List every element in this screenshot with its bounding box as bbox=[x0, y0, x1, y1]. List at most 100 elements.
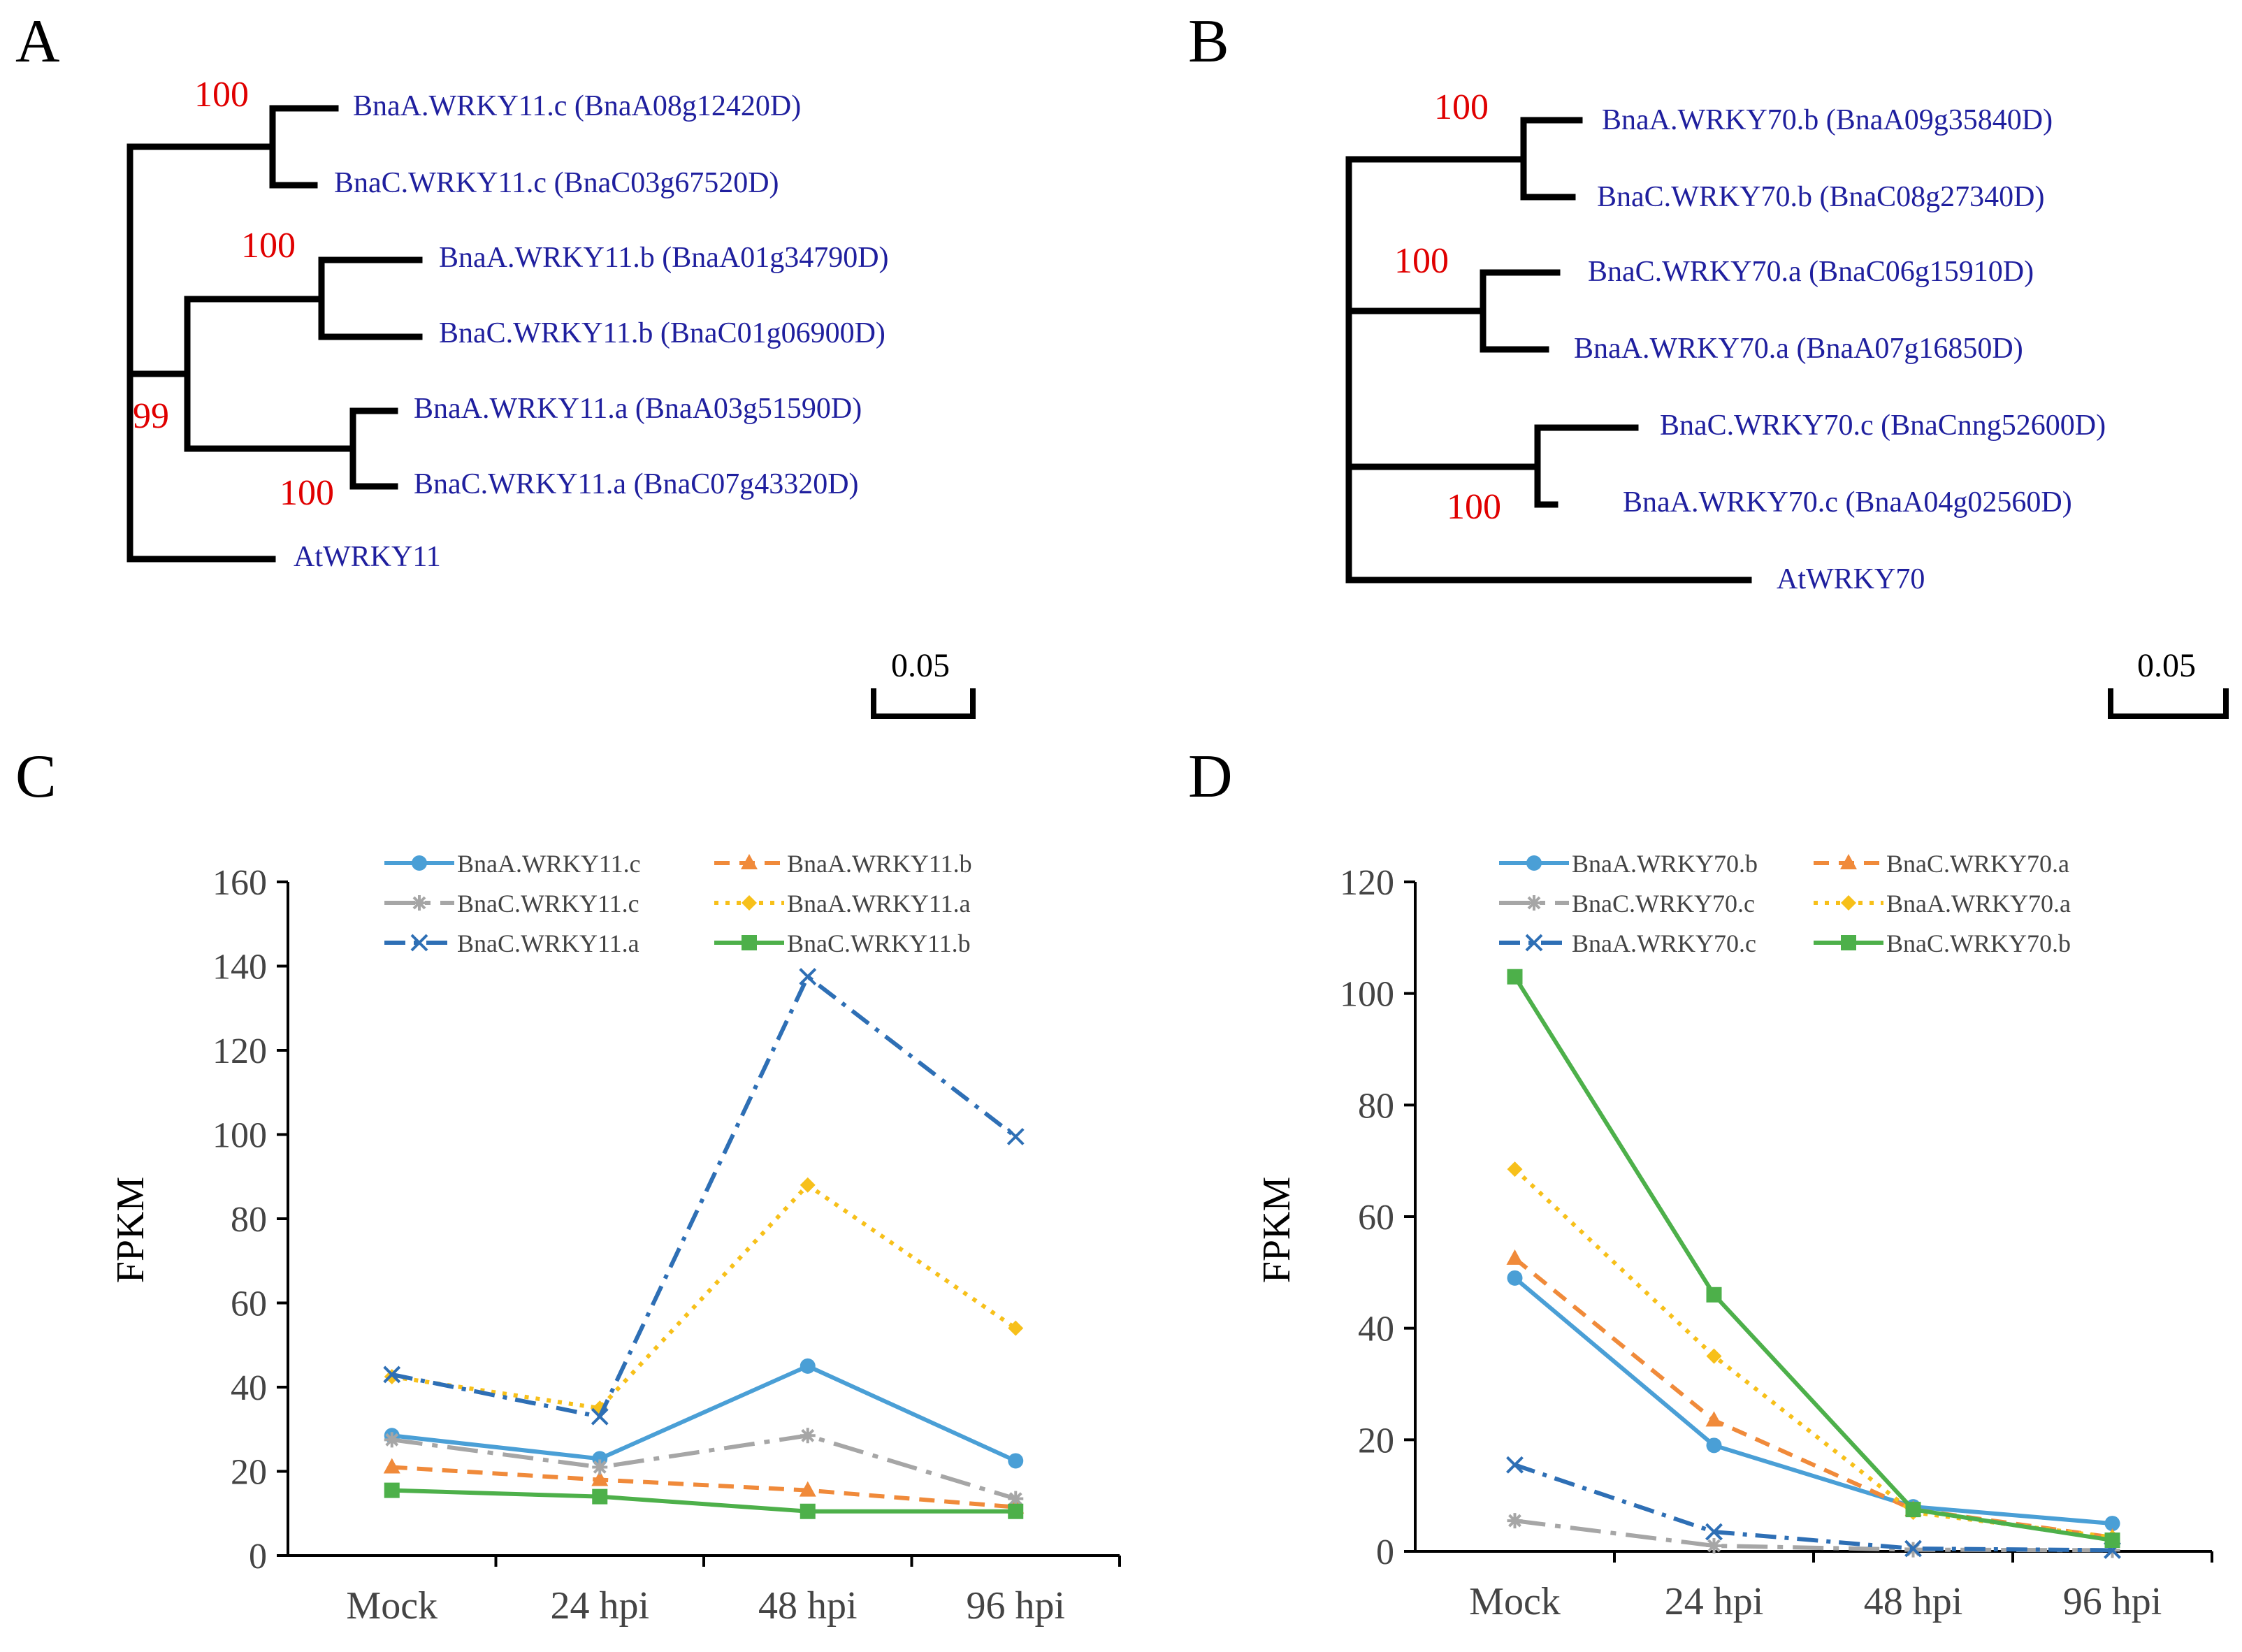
legend-marker bbox=[1841, 935, 1856, 950]
tree-a-leaf-6: BnaC.WRKY11.a (BnaC07g43320D) bbox=[414, 468, 859, 500]
chart-d-ylabel: FPKM bbox=[1255, 1177, 1299, 1284]
x-tick-label: 96 hpi bbox=[966, 1584, 1065, 1628]
data-point bbox=[384, 1482, 400, 1498]
data-point bbox=[2104, 1533, 2120, 1549]
series-line bbox=[1514, 1463, 2113, 1553]
x-tick-label: 24 hpi bbox=[1665, 1580, 1764, 1623]
x-tick-label: 24 hpi bbox=[550, 1584, 649, 1628]
data-point bbox=[1006, 1128, 1025, 1145]
y-tick-label: 160 bbox=[212, 863, 267, 903]
tree-b-leaf-3: BnaC.WRKY70.a (BnaC06g15910D) bbox=[1588, 256, 2034, 288]
tree-a-leaf-2: BnaC.WRKY11.c (BnaC03g67520D) bbox=[334, 167, 779, 199]
legend-marker bbox=[410, 934, 428, 952]
legend-label: BnaA.WRKY70.a bbox=[1886, 890, 2071, 918]
tree-b-bootstrap-1: 100 bbox=[1434, 87, 1489, 127]
series-BnaC.WRKY70.a bbox=[1506, 1249, 2121, 1544]
data-point bbox=[1507, 1161, 1523, 1178]
legend: BnaA.WRKY70.b BnaC.WRKY70.a BnaC.WRKY70.c B… bbox=[1499, 850, 2071, 957]
panel-letter-b: B bbox=[1188, 8, 1229, 75]
panel-letter-d: D bbox=[1188, 743, 1233, 811]
tree-a-leaf-4: BnaC.WRKY11.b (BnaC01g06900D) bbox=[439, 317, 885, 349]
tree-b-bootstrap-2: 100 bbox=[1394, 241, 1449, 281]
legend-label: BnaC.WRKY70.b bbox=[1886, 929, 2071, 957]
x-tick-label: Mock bbox=[1469, 1580, 1561, 1623]
legend-label: BnaC.WRKY70.c bbox=[1572, 890, 1755, 918]
y-tick-label: 100 bbox=[1340, 975, 1394, 1015]
y-tick-label: 0 bbox=[1376, 1533, 1394, 1572]
data-point bbox=[592, 1459, 608, 1475]
legend-marker bbox=[742, 895, 757, 911]
legend-label: BnaC.WRKY11.b bbox=[787, 929, 971, 957]
data-point bbox=[383, 1365, 401, 1384]
phylo-tree-a bbox=[126, 105, 423, 563]
chart-c-ylabel: FPKM bbox=[109, 1177, 152, 1284]
y-tick-label: 80 bbox=[231, 1200, 267, 1240]
legend-marker bbox=[742, 935, 757, 950]
series-BnaA.WRKY70.b bbox=[1507, 1270, 2120, 1532]
tree-b-leaf-6: BnaA.WRKY70.c (BnaA04g02560D) bbox=[1623, 486, 2072, 519]
data-point bbox=[1706, 1538, 1722, 1554]
data-point bbox=[1706, 1348, 1722, 1364]
data-point bbox=[800, 1503, 816, 1519]
legend-marker bbox=[1841, 895, 1856, 911]
tree-b-clade-b-branch bbox=[1345, 117, 1583, 201]
legend-item: BnaC.WRKY70.a bbox=[1814, 850, 2069, 878]
tree-a-leaf-3: BnaA.WRKY11.b (BnaA01g34790D) bbox=[439, 242, 889, 274]
series-BnaA.WRKY70.c bbox=[1506, 1456, 2121, 1559]
x-tick-label: Mock bbox=[346, 1584, 437, 1628]
legend-item: BnaA.WRKY11.a bbox=[714, 890, 971, 918]
data-point bbox=[1008, 1503, 1024, 1519]
y-tick-label: 40 bbox=[231, 1368, 267, 1408]
data-point bbox=[1506, 1456, 1524, 1474]
tree-a-clade-c-branch bbox=[126, 105, 339, 189]
data-point bbox=[1506, 1249, 1524, 1265]
legend-label: BnaA.WRKY70.c bbox=[1572, 929, 1756, 957]
tree-b-leaf-1: BnaA.WRKY70.b (BnaA09g35840D) bbox=[1602, 104, 2053, 136]
phylo-tree-b bbox=[1345, 117, 1752, 584]
legend: BnaA.WRKY11.c BnaA.WRKY11.b BnaC.WRKY11.c B… bbox=[384, 850, 972, 957]
series-line bbox=[1513, 1276, 2113, 1526]
legend-marker bbox=[1526, 855, 1542, 871]
series-line bbox=[1512, 976, 2113, 1542]
legend-item: BnaA.WRKY70.a bbox=[1814, 890, 2071, 918]
data-point bbox=[800, 1177, 816, 1193]
panel-letter-c: C bbox=[15, 743, 57, 811]
tree-b-scale-bar bbox=[2108, 688, 2229, 719]
data-point bbox=[2104, 1516, 2120, 1532]
legend-item: BnaA.WRKY11.c bbox=[384, 850, 641, 878]
chart-d: 0 20 40 60 80 100 120 Mock 24 hpi 48 hpi 96 hpi Bna… bbox=[1340, 850, 2213, 1623]
data-point bbox=[1008, 1491, 1024, 1507]
x-tick-label: 48 hpi bbox=[758, 1584, 858, 1628]
tree-b-clade-a-branch bbox=[1345, 269, 1561, 353]
series-line bbox=[391, 1363, 1017, 1463]
tree-a-ab-branch bbox=[126, 296, 191, 452]
data-point bbox=[383, 1458, 400, 1474]
data-point bbox=[592, 1488, 608, 1505]
legend-item: BnaC.WRKY70.b bbox=[1814, 929, 2071, 957]
y-tick-label: 20 bbox=[231, 1453, 267, 1493]
series-line bbox=[1513, 1256, 2113, 1540]
y-tick-label: 40 bbox=[1358, 1310, 1394, 1349]
series-line bbox=[1514, 1519, 2113, 1553]
tree-a-leaf-1: BnaA.WRKY11.c (BnaA08g12420D) bbox=[353, 90, 801, 122]
series-BnaA.WRKY70.a bbox=[1507, 1161, 2120, 1546]
data-point bbox=[800, 1358, 816, 1374]
data-point bbox=[799, 968, 817, 985]
legend-item: BnaA.WRKY70.b bbox=[1499, 850, 1758, 878]
chart-c: 0 20 40 60 80 100 120 140 160 Mock 24 hpi 48 hpi 96 … bbox=[212, 850, 1121, 1628]
y-tick-label: 0 bbox=[249, 1537, 267, 1577]
y-tick-label: 80 bbox=[1358, 1086, 1394, 1126]
data-point bbox=[1705, 1411, 1723, 1427]
legend-marker bbox=[1840, 854, 1857, 869]
legend-label: BnaA.WRKY11.a bbox=[787, 890, 971, 918]
data-point bbox=[1706, 1437, 1722, 1454]
y-tick-label: 60 bbox=[1358, 1198, 1394, 1238]
legend-label: BnaA.WRKY70.b bbox=[1572, 850, 1758, 878]
data-point bbox=[799, 1481, 816, 1497]
data-point bbox=[1507, 969, 1523, 985]
series-BnaC.WRKY11.a bbox=[383, 968, 1025, 1426]
x-tick-label: 48 hpi bbox=[1864, 1580, 1963, 1623]
data-point bbox=[1905, 1502, 1921, 1518]
tree-a-bootstrap-4: 100 bbox=[280, 473, 334, 513]
